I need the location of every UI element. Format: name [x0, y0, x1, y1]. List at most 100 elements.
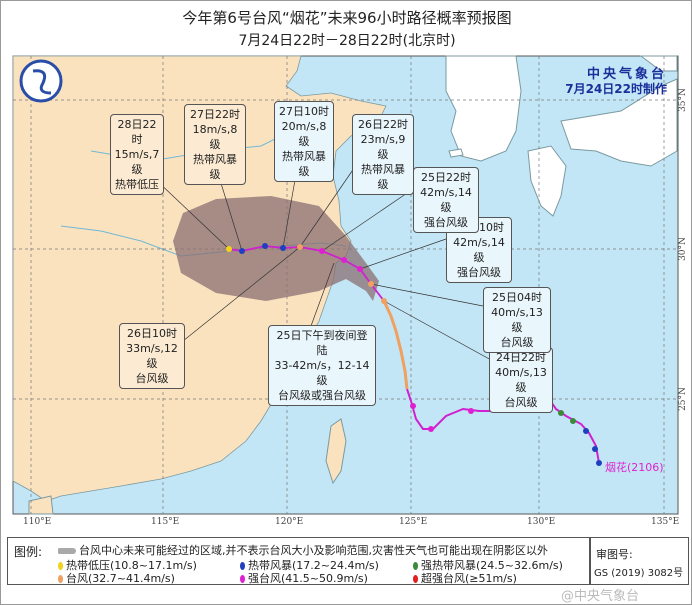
forecast-box-26-22: 26日22时 23m/s,9级 热带风暴级	[352, 114, 414, 195]
track-point	[570, 418, 576, 424]
probability-cone	[173, 196, 379, 301]
approval-label: 审图号:	[596, 548, 633, 561]
forecast-box-28-22: 28日22时 15m/s,7级 热带低压	[110, 114, 164, 195]
forecast-wind: 40m/s,13级	[495, 366, 547, 394]
lon-label: 120°E	[275, 517, 304, 527]
forecast-time: 25日04时	[492, 291, 542, 304]
lon-label: 125°E	[399, 517, 428, 527]
landfall-wind: 33-42m/s，12-14级	[274, 359, 370, 387]
approval-number: GS (2019) 3082号	[594, 568, 684, 579]
landfall-time: 25日下午到夜间登陆	[276, 329, 368, 357]
forecast-time: 27日22时	[190, 108, 240, 121]
legend-label: 图例:	[14, 545, 43, 559]
legend-item: 强台风(41.5~50.9m/s)	[240, 570, 368, 586]
lon-label: 135°E	[651, 517, 680, 527]
legend-item-label: 台风(32.7~41.4m/s)	[66, 572, 175, 585]
track-point	[368, 281, 374, 287]
tropical-depression-dot-icon	[58, 562, 63, 570]
past-track-typhoon-segment	[382, 300, 409, 390]
korea-peninsula	[445, 55, 522, 162]
hainan-island	[28, 495, 54, 515]
track-point	[239, 248, 245, 254]
legend-cone: 台风中心未来可能经过的区域,并不表示台风大小及影响范围,灾害性天气也可能出现在阴…	[58, 542, 548, 558]
forecast-category: 台风级	[135, 372, 169, 385]
kyushu-island	[527, 145, 567, 217]
hokkaido-coast	[639, 55, 678, 72]
track-point	[297, 244, 303, 250]
track-point	[357, 266, 363, 272]
forecast-box-24-22: 24日22时 40m/s,13级 台风级	[489, 347, 553, 413]
forecast-time: 25日22时	[421, 171, 471, 184]
issuer-name: 中央气象台	[586, 67, 667, 82]
forecast-category: 台风级	[500, 336, 534, 349]
lon-label: 130°E	[527, 517, 556, 527]
legend-item-label: 超强台风(≥51m/s)	[421, 572, 517, 585]
track-point	[410, 403, 416, 409]
forecast-time: 26日10时	[127, 327, 177, 340]
legend-cone-text: 台风中心未来可能经过的区域,并不表示台风大小及影响范围,灾害性天气也可能出现在阴…	[79, 544, 548, 557]
forecast-category: 热带风暴级	[193, 153, 237, 181]
forecast-category: 热带风暴级	[282, 150, 326, 178]
forecast-box-27-10: 27日10时 20m/s,8级 热带风暴级	[274, 101, 334, 182]
legend-item-label: 热带低压(10.8~17.1m/s)	[66, 559, 197, 572]
track-point	[468, 408, 474, 414]
super-typhoon-dot-icon	[413, 575, 418, 583]
legend-item: 台风(32.7~41.4m/s)	[58, 570, 175, 586]
forecast-box-25-22: 25日22时 42m/s,14级强台风级	[413, 167, 479, 233]
track-point	[381, 298, 387, 304]
track-point	[558, 410, 564, 416]
typhoon-dot-icon	[58, 575, 63, 583]
forecast-time: 27日10时	[279, 105, 329, 118]
map-title: 今年第6号台风“烟花”未来96小时路径概率预报图	[182, 9, 512, 27]
legend-item: 强热带风暴(24.5~32.6m/s)	[413, 557, 563, 573]
forecast-wind: 33m/s,12级	[126, 342, 178, 370]
track-point	[583, 428, 589, 434]
forecast-wind: 42m/s,14级	[453, 236, 505, 264]
forecast-wind: 42m/s,14级	[420, 186, 472, 214]
legend-item: 超强台风(≥51m/s)	[413, 570, 517, 586]
taiwan-island	[325, 418, 347, 485]
track-point	[592, 446, 598, 452]
lon-label: 115°E	[151, 517, 180, 527]
legend-item: 热带风暴(17.2~24.4m/s)	[240, 557, 379, 573]
lat-label: 25°N	[677, 387, 688, 411]
forecast-category: 热带风暴级	[361, 163, 405, 191]
forecast-wind: 15m/s,7级	[114, 148, 160, 176]
lat-label: 35°N	[677, 88, 688, 112]
track-point	[428, 426, 434, 432]
lat-label: 30°N	[677, 237, 688, 261]
forecast-wind: 20m/s,8级	[281, 120, 327, 148]
forecast-category: 热带低压	[115, 178, 159, 191]
legend: 图例: 台风中心未来可能经过的区域,并不表示台风大小及影响范围,灾害性天气也可能…	[7, 537, 591, 585]
legend-item-label: 强台风(41.5~50.9m/s)	[248, 572, 368, 585]
track-point	[341, 257, 347, 263]
severe-tropical-storm-dot-icon	[413, 562, 418, 570]
map-approval: 审图号: GS (2019) 3082号	[589, 537, 689, 585]
forecast-time: 26日22时	[358, 118, 408, 131]
landfall-category: 台风级或强台风级	[278, 389, 366, 402]
forecast-wind: 23m/s,9级	[360, 133, 406, 161]
track-point	[280, 245, 286, 251]
forecast-box-26-10: 26日10时 33m/s,12级台风级	[119, 323, 185, 389]
forecast-track	[228, 245, 385, 302]
forecast-box-25-04: 25日04时 40m/s,13级台风级	[483, 287, 551, 353]
forecast-box-27-22: 27日22时 18m/s,8级 热带风暴级	[184, 104, 246, 185]
watermark: @中央气象台	[561, 589, 640, 604]
track-point	[262, 243, 268, 249]
landfall-box: 25日下午到夜间登陆 33-42m/s，12-14级台风级或强台风级	[268, 325, 376, 406]
legend-item: 热带低压(10.8~17.1m/s)	[58, 557, 197, 573]
typhoon-name-label: 烟花(2106)	[605, 460, 664, 474]
forecast-wind: 18m/s,8级	[192, 123, 238, 151]
cone-swatch-icon	[58, 548, 76, 554]
issue-time: 7月24日22时制作	[565, 82, 667, 96]
lon-label: 110°E	[23, 517, 52, 527]
severe-typhoon-dot-icon	[240, 575, 245, 583]
forecast-category: 强台风级	[424, 216, 468, 229]
forecast-wind: 40m/s,13级	[491, 306, 543, 334]
forecast-category: 强台风级	[457, 266, 501, 279]
forecast-time: 24日22时	[496, 351, 546, 364]
cma-logo	[19, 59, 63, 103]
track-point	[319, 248, 325, 254]
jeju-island	[448, 148, 464, 158]
